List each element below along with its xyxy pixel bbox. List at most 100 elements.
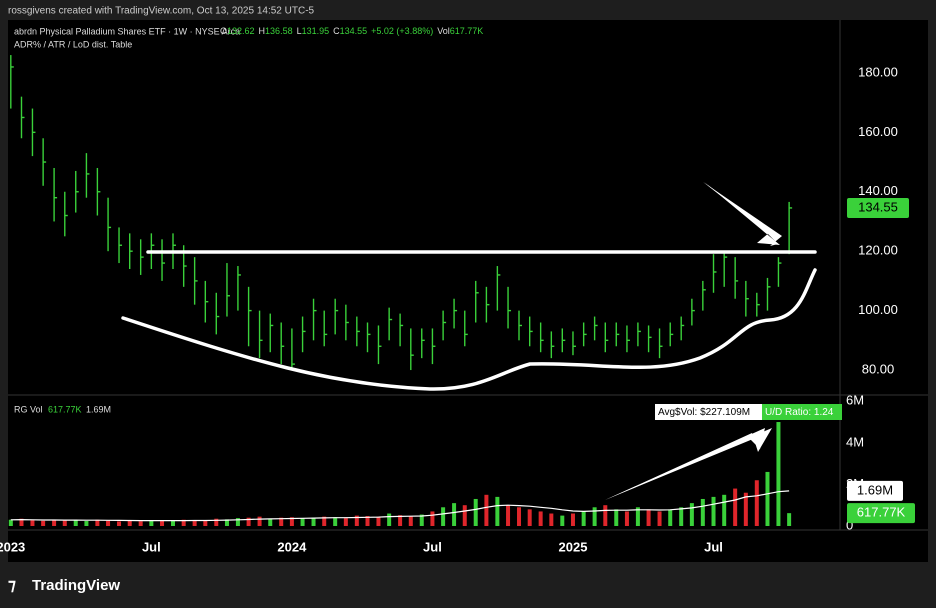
volume-bar (117, 521, 122, 526)
volume-bar (322, 516, 327, 526)
volume-bar (419, 514, 424, 526)
y-tick-label: 6M (846, 393, 864, 408)
volume-bar (787, 513, 792, 526)
volume-bar (700, 498, 705, 526)
volume-bar (495, 496, 500, 526)
volume-bar (657, 511, 662, 526)
price-tag (847, 197, 909, 218)
legend-part: 136.58 (265, 26, 293, 36)
logo: TradingView (32, 577, 120, 594)
arrow (703, 182, 782, 246)
volume-bar (387, 513, 392, 526)
volume-bar (624, 511, 629, 526)
indicator: ADR% / ATR / LoD dist. Table (14, 39, 132, 49)
volume-bar (430, 511, 435, 526)
volume-bar (733, 488, 738, 526)
volume-bar (138, 521, 143, 526)
volume-bar (517, 507, 522, 526)
legend-part: +5.02 (+3.88%) (371, 26, 433, 36)
volume-bar (581, 511, 586, 526)
volume-bar (646, 509, 651, 526)
y-tick-label: 160.00 (858, 124, 898, 139)
price-tag-label: 134.55 (858, 199, 898, 214)
volume-bar (452, 503, 457, 526)
badge: Avg$Vol: $227.109M (658, 407, 750, 418)
volume-tag-label: 617.77K (857, 505, 906, 520)
volume-bar (214, 518, 219, 526)
volume-bar (52, 519, 57, 526)
base-curve (121, 268, 817, 391)
volume-bar (95, 519, 100, 526)
volume-bar (441, 507, 446, 526)
volume-bar (160, 520, 165, 526)
logo-mark: ⁊ (8, 577, 16, 594)
volume-bar (268, 518, 273, 526)
volume-bar (614, 509, 619, 526)
volume-bar (257, 516, 262, 526)
arrow-head (704, 182, 780, 245)
volume-bar (484, 494, 489, 526)
volume-bar (62, 520, 67, 526)
volume-bar (289, 517, 294, 526)
legend-part: H (259, 26, 266, 36)
volume-bar (149, 520, 154, 526)
volume-bar (279, 517, 284, 526)
volume-bar (311, 517, 316, 526)
symbol: abrdn Physical Palladium Shares ETF · 1W… (14, 26, 240, 36)
y-tick-label: 140.00 (858, 183, 898, 198)
volume-bar (722, 494, 727, 526)
volume-bar (181, 519, 186, 526)
legend-part: 617.77K (450, 26, 484, 36)
volume-bar (776, 422, 781, 526)
legend-part: 134.55 (340, 26, 368, 36)
panel (8, 20, 928, 562)
annotations (121, 250, 817, 391)
volume-tag (847, 503, 915, 524)
volume-bar (19, 518, 24, 526)
arrow-head (605, 428, 772, 500)
volume-bar (560, 515, 565, 526)
volume-bar (127, 520, 132, 526)
volume-bar (41, 520, 46, 526)
volume-bar (246, 517, 251, 526)
volume-bar (8, 519, 13, 526)
legend-part: 131.95 (302, 26, 330, 36)
average-tag (847, 480, 903, 501)
legend-part: 132.62 (227, 26, 255, 36)
volume-bar (689, 503, 694, 526)
x-tick-label: Jul (704, 539, 723, 554)
average-line (10, 490, 790, 522)
volume-bar (84, 521, 89, 526)
volume-bar (365, 516, 370, 526)
volume-title: RG Vol (14, 404, 43, 414)
volume-bar (527, 509, 532, 526)
volume-bar (343, 518, 348, 526)
volume-bar (170, 521, 175, 526)
volume-bar (462, 505, 467, 526)
volume-bar (679, 507, 684, 526)
volume-bar (635, 507, 640, 526)
legend-part: O (220, 26, 227, 36)
volume-bar (473, 498, 478, 526)
volume-legend-value: 617.77K (48, 404, 82, 414)
y-tick-label: 100.00 (858, 302, 898, 317)
y-tick-label: 120.00 (858, 243, 898, 258)
volume-bar (408, 516, 413, 526)
volume-bar (549, 513, 554, 526)
volume-bar (711, 496, 716, 526)
volume-legend-value: 1.69M (86, 404, 111, 414)
volume-bar (570, 513, 575, 526)
x-tick-label: Jul (142, 539, 161, 554)
volume-bar (538, 511, 543, 526)
volume-bar (192, 520, 197, 526)
volume-bar (203, 520, 208, 526)
volume-bar (765, 471, 770, 526)
x-tick-label: Jul (423, 539, 442, 554)
legend-part: C (333, 26, 340, 36)
y-tick-label: 180.00 (858, 64, 898, 79)
volume-bar (398, 515, 403, 526)
volume-bar (743, 492, 748, 526)
volume-bar (30, 520, 35, 526)
volume-bar (73, 520, 78, 526)
